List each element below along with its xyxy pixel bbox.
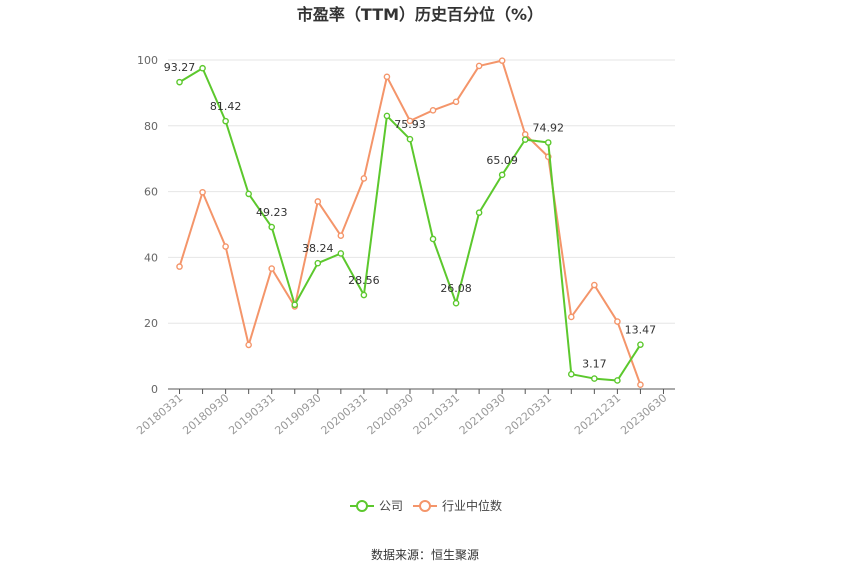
data-label: 28.56 bbox=[348, 274, 380, 287]
data-point bbox=[429, 235, 437, 243]
data-point bbox=[383, 73, 391, 81]
data-point bbox=[567, 370, 575, 378]
data-point bbox=[475, 62, 483, 70]
data-point bbox=[176, 78, 183, 86]
legend-marker bbox=[419, 500, 431, 512]
data-point bbox=[406, 135, 414, 143]
data-point bbox=[222, 117, 229, 125]
data-label: 49.23 bbox=[256, 206, 288, 219]
legend-label: 行业中位数 bbox=[442, 498, 502, 513]
x-tick-label: 20180331 bbox=[134, 391, 185, 437]
data-point bbox=[360, 291, 368, 299]
y-tick-label: 40 bbox=[144, 251, 158, 264]
x-tick-label: 20200930 bbox=[365, 391, 416, 437]
legend-marker bbox=[356, 500, 368, 512]
y-tick-label: 0 bbox=[151, 383, 158, 396]
data-point bbox=[406, 117, 414, 125]
data-point bbox=[637, 341, 644, 348]
y-axis: 0 20 40 60 80 100 bbox=[137, 54, 158, 396]
data-point bbox=[199, 188, 206, 196]
x-tick-label: 20180930 bbox=[180, 391, 231, 437]
data-labels: 93.27 81.42 49.23 38.24 28.56 75.93 26.08 65.09… bbox=[164, 61, 656, 370]
data-point bbox=[337, 232, 345, 239]
data-point bbox=[314, 259, 322, 267]
legend[interactable]: 公司 行业中位数 bbox=[350, 498, 502, 513]
data-point bbox=[291, 301, 299, 309]
x-axis: 2018033120180930201903312019093020200331… bbox=[134, 388, 675, 437]
data-label: 75.93 bbox=[394, 118, 426, 131]
data-label: 3.17 bbox=[582, 358, 607, 371]
data-point bbox=[475, 209, 483, 216]
data-point bbox=[544, 139, 552, 146]
legend-item[interactable]: 公司 bbox=[350, 499, 403, 513]
legend-label: 公司 bbox=[379, 499, 403, 513]
source-note: 数据来源：恒生聚源 bbox=[371, 547, 479, 562]
y-tick-label: 100 bbox=[137, 54, 158, 67]
series-layer bbox=[176, 57, 644, 389]
data-point bbox=[567, 313, 575, 321]
data-point bbox=[498, 57, 506, 64]
x-tick-label: 20190331 bbox=[226, 391, 277, 437]
y-tick-label: 60 bbox=[144, 186, 158, 199]
data-point bbox=[245, 341, 252, 349]
x-tick-label: 20200331 bbox=[319, 391, 370, 437]
data-point bbox=[429, 107, 437, 114]
x-tick-label: 20210331 bbox=[411, 391, 462, 437]
chart-title: 市盈率（TTM）历史百分位（%） bbox=[297, 5, 543, 24]
data-point bbox=[637, 381, 644, 389]
x-tick-label: 20221231 bbox=[572, 391, 623, 437]
data-label: 93.27 bbox=[164, 61, 196, 74]
data-point bbox=[614, 377, 621, 384]
data-point bbox=[337, 250, 345, 257]
x-tick-label: 20230630 bbox=[618, 391, 669, 437]
data-point bbox=[176, 263, 183, 270]
x-tick-label: 20210930 bbox=[457, 391, 508, 437]
y-tick-label: 20 bbox=[144, 317, 158, 330]
data-point bbox=[199, 64, 206, 72]
data-point bbox=[383, 112, 391, 120]
data-point bbox=[452, 299, 460, 307]
data-label: 13.47 bbox=[625, 324, 657, 337]
data-point bbox=[521, 136, 529, 143]
data-point bbox=[498, 171, 506, 179]
legend-item[interactable]: 行业中位数 bbox=[413, 498, 502, 513]
data-point bbox=[521, 131, 529, 138]
data-point bbox=[360, 175, 368, 182]
data-label: 26.08 bbox=[440, 282, 472, 295]
x-tick-label: 20220331 bbox=[503, 391, 554, 437]
data-label: 74.92 bbox=[533, 122, 565, 135]
data-point bbox=[591, 281, 598, 289]
data-point bbox=[591, 375, 598, 382]
data-point bbox=[268, 265, 276, 272]
data-point bbox=[245, 190, 252, 198]
y-tick-label: 80 bbox=[144, 120, 158, 133]
series-line bbox=[178, 59, 642, 386]
data-point bbox=[452, 98, 460, 106]
series-line bbox=[179, 67, 642, 382]
data-label: 65.09 bbox=[486, 154, 518, 167]
data-point bbox=[268, 223, 276, 231]
data-point bbox=[314, 198, 322, 205]
data-label: 38.24 bbox=[302, 242, 334, 255]
x-tick-label: 20190930 bbox=[272, 391, 323, 437]
data-label: 81.42 bbox=[210, 100, 242, 113]
data-point bbox=[222, 243, 229, 250]
data-point bbox=[614, 318, 621, 325]
